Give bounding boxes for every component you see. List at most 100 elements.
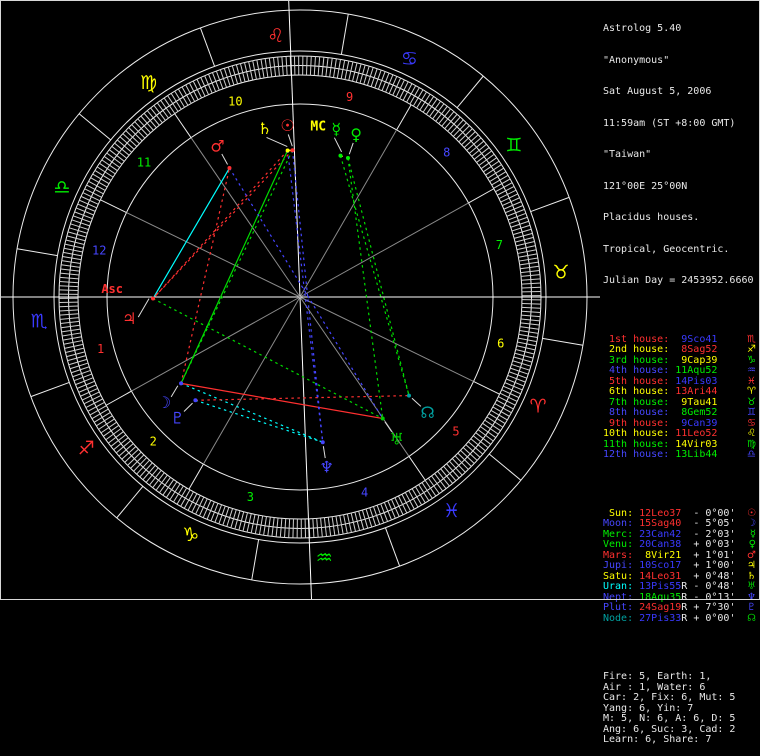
degree-tick: [438, 471, 450, 486]
degree-tick: [188, 494, 197, 511]
degree-tick: [398, 496, 406, 513]
house-cusp-line: [474, 381, 500, 394]
degree-tick: [141, 116, 154, 130]
aspect-line-squ: [195, 396, 409, 401]
house-cusp-position: 11Leo52: [675, 429, 717, 440]
degree-tick: [59, 286, 78, 287]
degree-tick: [140, 463, 153, 477]
degree-tick: [88, 402, 105, 411]
wheel-planet-glyph-sun: ☉: [280, 116, 294, 135]
degree-tick: [192, 495, 201, 512]
planet-label: Nept:: [603, 593, 633, 604]
degree-tick: [439, 109, 451, 124]
planet-position-dot: [290, 148, 294, 152]
sign-boundary: [79, 114, 111, 140]
stats-line: Ang: 6, Suc: 3, Cad: 2: [603, 725, 756, 736]
planet-pointer-line: [323, 446, 325, 458]
house-cusp-position: 11Aqu52: [675, 366, 717, 377]
house-row: 2nd house: 8Sag52♐: [603, 345, 756, 356]
house-number: 9: [346, 90, 353, 104]
degree-tick: [423, 96, 434, 112]
degree-tick: [99, 163, 115, 174]
degree-tick: [107, 153, 122, 164]
sign-boundary: [457, 76, 483, 108]
aspect-line-sex: [181, 383, 323, 442]
degree-tick: [393, 78, 401, 95]
degree-tick: [468, 442, 482, 454]
house-label: 12th house:: [603, 450, 675, 461]
degree-tick: [503, 386, 520, 394]
planet-label: Node:: [603, 614, 633, 625]
zodiac-mode: Tropical, Geocentric.: [603, 245, 756, 256]
degree-tick: [490, 172, 506, 182]
degree-tick: [505, 383, 523, 390]
planet-velocity: + 0°03': [687, 540, 735, 551]
degree-tick: [120, 137, 134, 150]
degree-tick: [391, 499, 399, 516]
house-cusp-line: [409, 456, 425, 480]
degree-tick: [480, 426, 495, 437]
planet-position: 18Aqu35: [633, 593, 681, 604]
planet-position-dot: [407, 394, 411, 398]
degree-tick: [313, 519, 314, 538]
mc-label: MC: [310, 119, 326, 134]
degree-tick: [175, 91, 185, 107]
degree-tick: [77, 381, 95, 388]
degree-tick: [103, 425, 119, 436]
sign-boundary: [17, 249, 57, 256]
chart-time: 11:59am (ST +8:00 GMT): [603, 119, 756, 130]
aspect-line-squ: [181, 383, 383, 418]
degree-tick: [504, 202, 521, 210]
degree-tick: [151, 108, 163, 123]
zodiac-sign-glyph: ♊: [505, 135, 522, 157]
degree-tick: [102, 160, 118, 171]
planet-glyph: ☽: [747, 519, 756, 530]
house-number: 1: [97, 342, 104, 356]
house-cusp-line: [126, 213, 300, 297]
degree-tick: [407, 86, 416, 103]
zodiac-sign-glyph: ♎: [53, 177, 70, 199]
degree-tick: [79, 200, 96, 208]
degree-tick: [495, 404, 512, 413]
house-cusp-line: [189, 464, 204, 489]
planet-position-dot: [151, 297, 155, 301]
planet-row: Venu: 20Can38 + 0°03'♀: [603, 540, 756, 551]
degree-tick: [505, 205, 523, 212]
degree-tick: [467, 138, 481, 151]
house-cusp-position: 13Ari44: [675, 387, 717, 398]
degree-tick: [154, 105, 166, 120]
degree-tick: [203, 500, 211, 517]
degree-tick: [115, 143, 130, 155]
degree-tick: [285, 519, 286, 538]
stats-line: Air : 1, Water: 6: [603, 683, 756, 694]
degree-tick: [400, 82, 409, 99]
degree-tick: [448, 117, 461, 131]
planet-glyph: ♆: [747, 593, 756, 604]
house-cusp-line: [300, 203, 469, 297]
degree-tick: [81, 196, 98, 204]
degree-tick: [282, 57, 283, 76]
planet-label: Uran:: [603, 582, 633, 593]
degree-tick: [442, 112, 454, 127]
house-label: 4th house:: [603, 366, 675, 377]
degree-tick: [386, 75, 393, 93]
degree-tick: [186, 85, 195, 102]
planet-position: 24Sag19: [633, 603, 681, 614]
degree-tick: [493, 407, 510, 416]
house-cusp-line: [100, 200, 126, 213]
aspect-line-sex: [153, 168, 229, 299]
degree-tick: [410, 88, 419, 105]
degree-tick: [89, 181, 106, 190]
degree-tick: [59, 306, 78, 307]
degree-tick: [91, 178, 108, 187]
sign-boundary: [117, 486, 143, 518]
planet-velocity: - 0°13': [687, 593, 735, 604]
degree-tick: [95, 170, 111, 180]
degree-tick: [422, 483, 432, 499]
degree-tick: [119, 444, 133, 457]
degree-tick: [170, 484, 180, 500]
degree-tick: [78, 204, 96, 211]
degree-tick: [395, 498, 403, 515]
degree-tick: [495, 183, 512, 192]
